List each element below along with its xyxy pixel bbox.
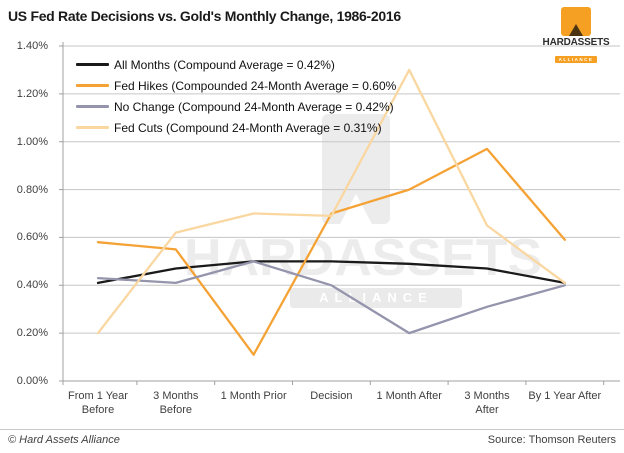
legend-label: Fed Cuts (Compound 24-Month Average = 0.… [114,120,382,135]
footer-source: Source: Thomson Reuters [487,434,616,446]
x-tick-label: 3 Months After [464,390,510,416]
legend-label: No Change (Compound 24-Month Average = 0… [114,99,394,114]
y-tick-label: 0.80% [16,183,48,196]
hard-assets-alliance-logo: HARDASSETS ALLIANCE [538,7,614,66]
logo-word-hard: HARD [542,37,571,48]
legend-item-0: All Months (Compound Average = 0.42%) [76,54,396,75]
x-tick-label: From 1 Year Before [68,390,128,416]
legend-label: All Months (Compound Average = 0.42%) [114,57,335,72]
x-tick-label: Decision [310,390,353,402]
series-line-2 [96,260,566,335]
watermark-text: HARDASSETS [184,229,543,287]
footer-copyright: © Hard Assets Alliance [8,434,120,446]
y-tick-label: 1.40% [16,40,48,52]
legend-swatch-icon [76,105,109,108]
legend-swatch-icon [76,84,109,87]
y-tick-label: 0.00% [16,375,48,387]
legend-item-3: Fed Cuts (Compound 24-Month Average = 0.… [76,117,396,138]
logo-square-icon [561,7,591,36]
series-line-0 [96,260,566,285]
x-tick-label: 1 Month Prior [220,390,287,402]
y-tick-label: 0.20% [16,327,48,340]
x-tick-label: 3 Months Before [153,390,199,416]
y-tick-label: 1.20% [16,87,48,100]
legend-swatch-icon [76,63,109,66]
legend-label: Fed Hikes (Compounded 24-Month Average =… [114,78,397,93]
y-tick-label: 1.00% [16,135,48,148]
legend-item-2: No Change (Compound 24-Month Average = 0… [76,96,396,117]
footer-divider [0,429,624,430]
x-tick-label: 1 Month After [376,390,442,402]
x-tick-label: By 1 Year After [528,390,602,402]
logo-alliance-badge: ALLIANCE [554,56,598,64]
series-line-3 [96,68,566,335]
legend-item-1: Fed Hikes (Compounded 24-Month Average =… [76,75,396,96]
legend-swatch-icon [76,126,109,129]
chart-legend: All Months (Compound Average = 0.42%) Fed… [76,54,396,138]
y-tick-label: 0.40% [16,279,48,292]
y-tick-label: 0.60% [16,231,48,244]
logo-word-assets: ASSETS [570,37,610,48]
logo-notch-icon [569,24,583,36]
chart-title: US Fed Rate Decisions vs. Gold's Monthly… [8,8,401,24]
logo-wordmark: HARDASSETS [538,37,614,48]
series-line-1 [96,147,566,356]
